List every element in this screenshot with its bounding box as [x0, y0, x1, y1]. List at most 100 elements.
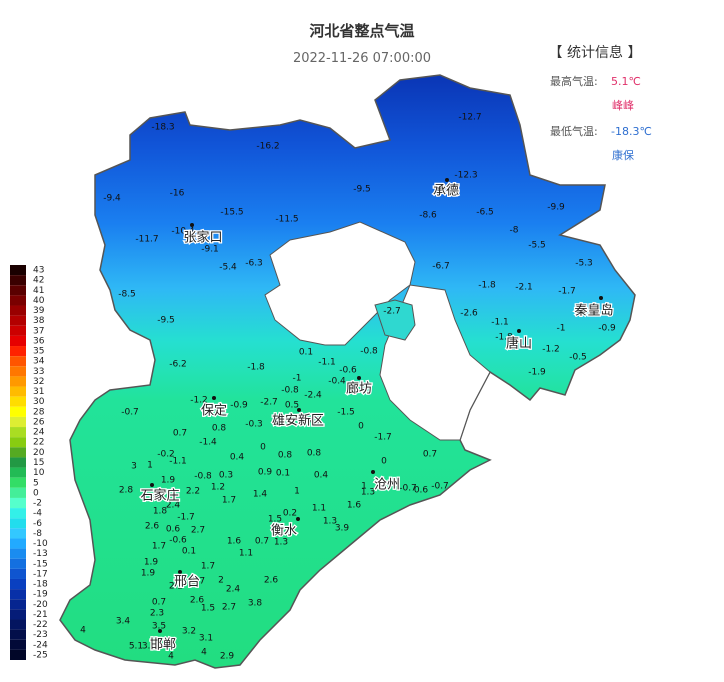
station-value: -0.6	[169, 536, 187, 546]
station-value: 0	[260, 443, 266, 453]
station-value: 2.4	[166, 501, 181, 511]
legend-label: -23	[33, 630, 48, 640]
city-label: 保定	[201, 404, 227, 419]
station-value: 0.7	[255, 537, 269, 547]
station-value: -2.4	[304, 391, 322, 401]
city-dot	[445, 178, 449, 182]
station-value: 1.8	[153, 507, 168, 517]
legend-label: 38	[33, 316, 45, 326]
station-value: 1.3	[361, 488, 375, 498]
station-value: -15.5	[220, 208, 243, 218]
station-value: 0.8	[278, 451, 293, 461]
city-label: 承德	[433, 184, 459, 199]
legend-label: 39	[33, 306, 45, 316]
station-value: -1.8	[247, 363, 265, 373]
legend-label: 34	[33, 357, 45, 367]
legend-label: -2	[33, 499, 42, 509]
station-value: -8.5	[118, 290, 136, 300]
station-value: 0.6	[414, 486, 429, 496]
station-value: 1.3	[323, 517, 337, 527]
city-label: 廊坊	[346, 381, 372, 397]
station-value: -0.3	[245, 420, 263, 430]
legend-label: -15	[33, 559, 48, 569]
legend-label: 0	[33, 488, 39, 498]
station-value: 0.4	[314, 471, 329, 481]
legend-label: 10	[33, 468, 45, 478]
station-value: 0.9	[258, 468, 273, 478]
legend-swatch	[10, 528, 26, 539]
title: 河北省整点气温	[309, 22, 414, 40]
station-value: -6.7	[432, 262, 450, 272]
legend-label: -25	[33, 650, 48, 660]
station-value: -8.6	[419, 211, 437, 221]
city-dot	[517, 329, 521, 333]
station-value: 1.1	[312, 504, 326, 514]
legend-label: 5	[33, 478, 39, 488]
legend-swatch	[10, 578, 26, 590]
city-label: 张家口	[183, 230, 222, 246]
station-value: -6.3	[245, 259, 263, 269]
legend-swatch	[10, 437, 26, 448]
station-value: 0.4	[230, 453, 245, 463]
station-value: 3.4	[116, 617, 131, 627]
city-dot	[599, 296, 603, 300]
station-value: -9.4	[103, 194, 121, 204]
legend-swatch	[10, 467, 26, 478]
stat-label: 最高气温:	[550, 74, 598, 88]
station-value: 0	[358, 422, 364, 432]
station-value: -0.2	[157, 450, 175, 460]
legend-label: -21	[33, 610, 48, 620]
station-value: 1.4	[253, 490, 268, 500]
station-value: 1.7	[201, 562, 215, 572]
legend-label: 40	[33, 296, 45, 306]
station-value: -2.1	[515, 283, 533, 293]
station-value: 3	[131, 462, 137, 472]
time: 2022-11-26 07:00:00	[293, 51, 431, 66]
stat-station: 康保	[612, 148, 634, 162]
station-value: -0.7	[431, 482, 449, 492]
city-dot	[357, 376, 361, 380]
station-value: -2.7	[260, 398, 278, 408]
station-value: 2.2	[169, 582, 183, 592]
station-value: 2.7	[191, 526, 205, 536]
station-value: 3.8	[248, 599, 263, 609]
station-value: 1.6	[347, 501, 362, 511]
legend-swatch	[10, 629, 26, 640]
station-value: 1	[361, 482, 367, 492]
legend-label: -17	[33, 569, 48, 579]
station-value: 2.2	[186, 487, 200, 497]
city-label: 邯郸	[150, 638, 176, 653]
station-value: 1.2	[211, 483, 225, 493]
station-value: -11.7	[135, 235, 158, 245]
city-dot	[178, 570, 182, 574]
station-value: -9.1	[201, 245, 219, 255]
legend-label: 32	[33, 377, 44, 387]
station-value: 2.4	[226, 585, 241, 595]
legend-swatch	[10, 457, 26, 468]
stat-value: -18.3℃	[611, 125, 652, 138]
station-value: -0.9	[230, 401, 248, 411]
city-label: 雄安新区	[272, 413, 324, 429]
station-value: 2.3	[150, 609, 164, 619]
legend-label: 37	[33, 326, 44, 336]
station-value: 1.1	[239, 549, 253, 559]
legend-swatch	[10, 518, 26, 529]
station-value: -18.3	[151, 123, 174, 133]
legend-label: 24	[33, 428, 45, 438]
legend-swatch	[10, 589, 26, 600]
legend-swatch	[10, 568, 26, 579]
province-shape	[59, 74, 636, 669]
station-value: 4	[80, 626, 86, 636]
city-dot	[158, 629, 162, 633]
city-label: 沧州	[374, 477, 400, 493]
station-value: 1.9	[144, 558, 159, 568]
legend-swatch	[10, 366, 26, 377]
city-label: 秦皇岛	[574, 303, 613, 319]
city-label: 唐山	[506, 336, 532, 352]
station-value: 1.3	[274, 538, 288, 548]
stat-value: 5.1℃	[611, 75, 641, 88]
station-value: -1.1	[491, 318, 509, 328]
station-value: -0.8	[194, 472, 212, 482]
station-value: -0.7	[121, 408, 139, 418]
